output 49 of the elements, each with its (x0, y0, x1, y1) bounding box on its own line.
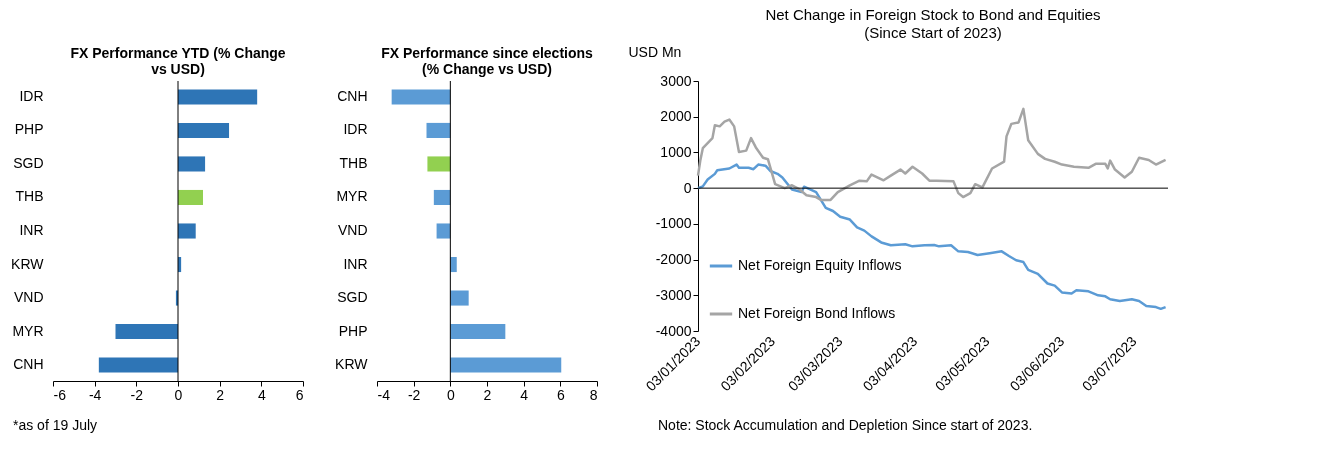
chart-title: FX Performance YTD (% Change vs USD) (70, 44, 286, 77)
x-tick-label: 6 (295, 386, 304, 403)
x-tick-label: 2 (483, 386, 492, 403)
text: *as of 19 July (13, 417, 98, 433)
y-tick-label: SGD (13, 154, 44, 171)
y-tick-label: -2000 (655, 251, 692, 268)
y-tick-label: IDR (19, 87, 44, 104)
y-tick-label: -1000 (655, 215, 692, 232)
y-tick-label: VND (337, 222, 368, 238)
x-tick-label: -4 (377, 386, 391, 403)
x-tick-label: 0 (174, 386, 183, 403)
y-tick-label: 3000 (660, 72, 692, 89)
legend-label: Net Foreign Equity Inflows (738, 257, 902, 273)
y-tick-label: MYR (336, 188, 368, 205)
chart-title: Net Change in Foreign Stock to Bond and Equities (765, 6, 1101, 23)
y-tick-label: 0 (683, 179, 692, 196)
x-tick-label: 0 (446, 386, 455, 403)
x-tick-label: 4 (257, 386, 266, 403)
y-tick-label: PHP (338, 322, 368, 339)
y-tick-label: 2000 (660, 108, 692, 125)
text: Note: Stock Accumulation and Depletion Since start of 2023. (658, 417, 1033, 433)
y-tick-label: -3000 (655, 286, 692, 303)
y-tick-label: SGD (337, 289, 368, 306)
x-tick-label: -2 (130, 386, 144, 403)
y-tick-label: CNH (13, 356, 44, 373)
y-tick-label: CNH (337, 87, 368, 104)
x-tick-label: 2 (216, 386, 225, 403)
chart-subtitle: (Since Start of 2023) (864, 24, 1002, 41)
y-tick-label: -4000 (655, 322, 692, 339)
x-tick-label: -4 (88, 386, 102, 403)
y-tick-label: INR (343, 255, 368, 272)
x-tick-label: -2 (407, 386, 421, 403)
x-tick-label: 6 (556, 386, 565, 403)
y-tick-label: KRW (11, 255, 45, 272)
y-tick-label: INR (19, 222, 44, 238)
x-tick-label: 8 (589, 386, 598, 403)
y-tick-label: PHP (14, 121, 44, 138)
y-tick-label: MYR (12, 322, 44, 339)
x-tick-label: 4 (520, 386, 529, 403)
y-tick-label: VND (13, 289, 44, 306)
legend-label: Net Foreign Bond Inflows (738, 305, 896, 321)
x-tick-label: -6 (53, 386, 67, 403)
y-tick-label: KRW (335, 356, 369, 373)
y-tick-label: IDR (343, 121, 368, 138)
y-axis-title: USD Mn (628, 43, 682, 60)
chart-title: FX Performance since elections (% Change vs USD) (381, 44, 594, 77)
y-tick-label: THB (339, 154, 368, 171)
y-tick-label: 1000 (660, 143, 692, 160)
y-tick-label: THB (15, 188, 44, 205)
